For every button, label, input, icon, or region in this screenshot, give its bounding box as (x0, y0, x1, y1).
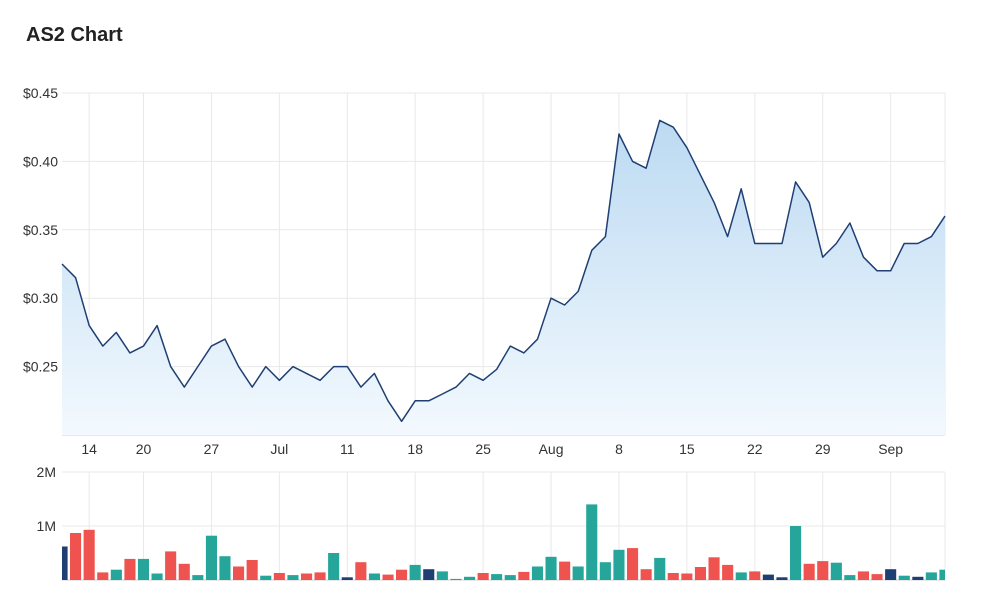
volume-bar (504, 575, 516, 580)
volume-bar (572, 566, 584, 580)
volume-bar (341, 577, 353, 580)
x-tick-label: 25 (475, 441, 491, 457)
volume-bar (436, 571, 448, 580)
volume-bar (233, 566, 245, 580)
volume-bar (382, 574, 394, 580)
price-area-fill (62, 120, 945, 436)
volume-bar (62, 546, 68, 580)
x-tick-label: 29 (815, 441, 831, 457)
volume-bar (762, 574, 774, 580)
volume-bar (545, 556, 557, 580)
volume-bar (830, 562, 842, 580)
x-tick-label: 15 (679, 441, 695, 457)
price-y-tick-label: $0.45 (23, 85, 58, 101)
price-y-tick-label: $0.30 (23, 290, 58, 306)
volume-bar (124, 558, 136, 580)
volume-bar (871, 574, 883, 580)
volume-bar (722, 564, 734, 580)
volume-bar (260, 575, 272, 580)
x-tick-label: 14 (81, 441, 97, 457)
volume-bar (749, 571, 761, 580)
x-tick-label: 8 (615, 441, 623, 457)
volume-bar (776, 577, 788, 580)
volume-bar (97, 572, 109, 580)
volume-bar (531, 566, 543, 580)
volume-bar (694, 567, 706, 580)
x-tick-label: Sep (878, 441, 903, 457)
volume-bar (640, 569, 652, 580)
volume-bar (518, 571, 530, 580)
volume-bar (586, 504, 598, 580)
x-tick-label: 11 (340, 441, 355, 457)
volume-bar (857, 571, 869, 580)
volume-bar (817, 561, 829, 580)
volume-bar (368, 573, 380, 580)
volume-bar (464, 576, 476, 580)
volume-bar (912, 576, 924, 580)
x-tick-label: 27 (204, 441, 220, 457)
price-y-tick-label: $0.25 (23, 359, 58, 375)
volume-bar (613, 549, 625, 580)
volume-bar (205, 535, 217, 580)
x-tick-label: Jul (270, 441, 288, 457)
volume-bars (62, 504, 945, 580)
volume-bar (151, 573, 163, 580)
volume-bar (885, 569, 897, 580)
volume-bar (70, 533, 82, 580)
volume-bar (939, 569, 945, 580)
volume-bar (708, 557, 720, 580)
volume-bar (301, 573, 313, 580)
x-tick-label: 20 (136, 441, 152, 457)
volume-bar (925, 572, 937, 580)
volume-bar (287, 575, 299, 580)
volume-bar (477, 573, 489, 580)
volume-y-tick-label: 2M (37, 464, 56, 480)
price-x-axis: 14 20 27 Jul 11 18 25 Aug 8 15 22 29 Sep (81, 441, 903, 457)
volume-bar (246, 560, 258, 580)
volume-bar (898, 575, 910, 580)
volume-bar (328, 553, 340, 580)
volume-bar (735, 572, 747, 580)
volume-bar (599, 562, 611, 580)
volume-bar (396, 569, 408, 580)
volume-y-axis: 2M 1M (37, 464, 56, 534)
volume-bar (681, 573, 693, 580)
price-line (61, 119, 946, 423)
volume-bar (165, 551, 177, 580)
volume-bar (667, 573, 679, 580)
price-y-tick-label: $0.35 (23, 222, 58, 238)
price-y-axis: $0.45 $0.40 $0.35 $0.30 $0.25 (23, 85, 58, 375)
volume-bar (559, 561, 571, 580)
volume-bar (273, 573, 285, 580)
volume-bar (803, 563, 815, 580)
volume-bar (192, 575, 204, 580)
volume-bar (178, 563, 190, 580)
volume-y-tick-label: 1M (37, 518, 56, 534)
price-y-tick-label: $0.40 (23, 153, 58, 169)
chart-title: AS2 Chart (26, 24, 123, 46)
x-tick-label: 18 (407, 441, 423, 457)
volume-bar (627, 548, 639, 580)
volume-bar (844, 575, 856, 580)
price-area-layer (61, 119, 946, 436)
x-tick-label: 22 (747, 441, 763, 457)
volume-bar (423, 569, 435, 580)
volume-bar (355, 562, 367, 580)
volume-bar (314, 572, 326, 580)
volume-bar (137, 558, 149, 580)
volume-bar (450, 578, 462, 580)
volume-bar (654, 557, 666, 580)
x-tick-label: Aug (539, 441, 564, 457)
volume-bar (83, 529, 95, 580)
volume-bar (790, 526, 802, 580)
volume-bar (110, 569, 122, 580)
volume-bar (219, 556, 231, 580)
volume-bar (409, 564, 421, 580)
volume-bar (491, 574, 503, 580)
